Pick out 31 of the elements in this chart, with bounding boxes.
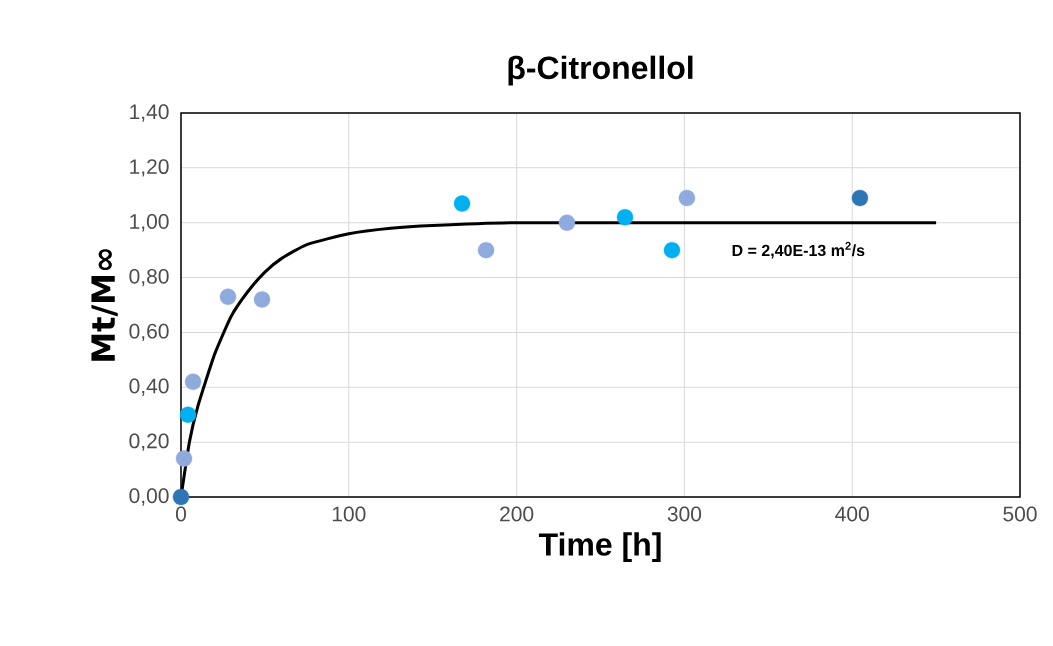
point: [219, 288, 237, 305]
point: [179, 406, 197, 423]
point: [175, 450, 193, 467]
point: [477, 241, 495, 259]
point: [558, 214, 576, 231]
point: [453, 195, 471, 212]
x-tick-label: 300: [667, 506, 702, 522]
x-tick-label: 400: [835, 506, 869, 522]
y-tick-label: 1,00: [130, 214, 169, 232]
y-tick-label: 0,60: [129, 323, 169, 342]
y-tick-label: 0,80: [129, 268, 169, 287]
x-tick-label: 0: [175, 506, 187, 522]
x-tick-label: 100: [332, 506, 366, 522]
point: [184, 373, 202, 390]
x-tick-label: 200: [500, 506, 534, 522]
annotation: D = 2,40E-13 m$^{2}$/s: [732, 241, 865, 259]
point: [172, 488, 190, 506]
point: [663, 241, 681, 259]
y-tick-label: 0,00: [129, 488, 169, 506]
point: [678, 189, 696, 207]
chart-title: β-Citronellol: [508, 55, 693, 86]
y-tick-label: 1,20: [130, 159, 169, 177]
x-tick-label: 500: [1003, 506, 1037, 522]
x-axis-title: Time [h]: [538, 532, 661, 563]
y-tick-label: 1,40: [130, 104, 169, 122]
y-tick-label: 0,20: [129, 433, 169, 451]
y-axis-title: Mt/M∞: [91, 249, 118, 361]
point: [851, 189, 869, 207]
y-tick-label: 0,40: [129, 378, 169, 396]
point: [253, 291, 271, 308]
point: [616, 209, 634, 226]
